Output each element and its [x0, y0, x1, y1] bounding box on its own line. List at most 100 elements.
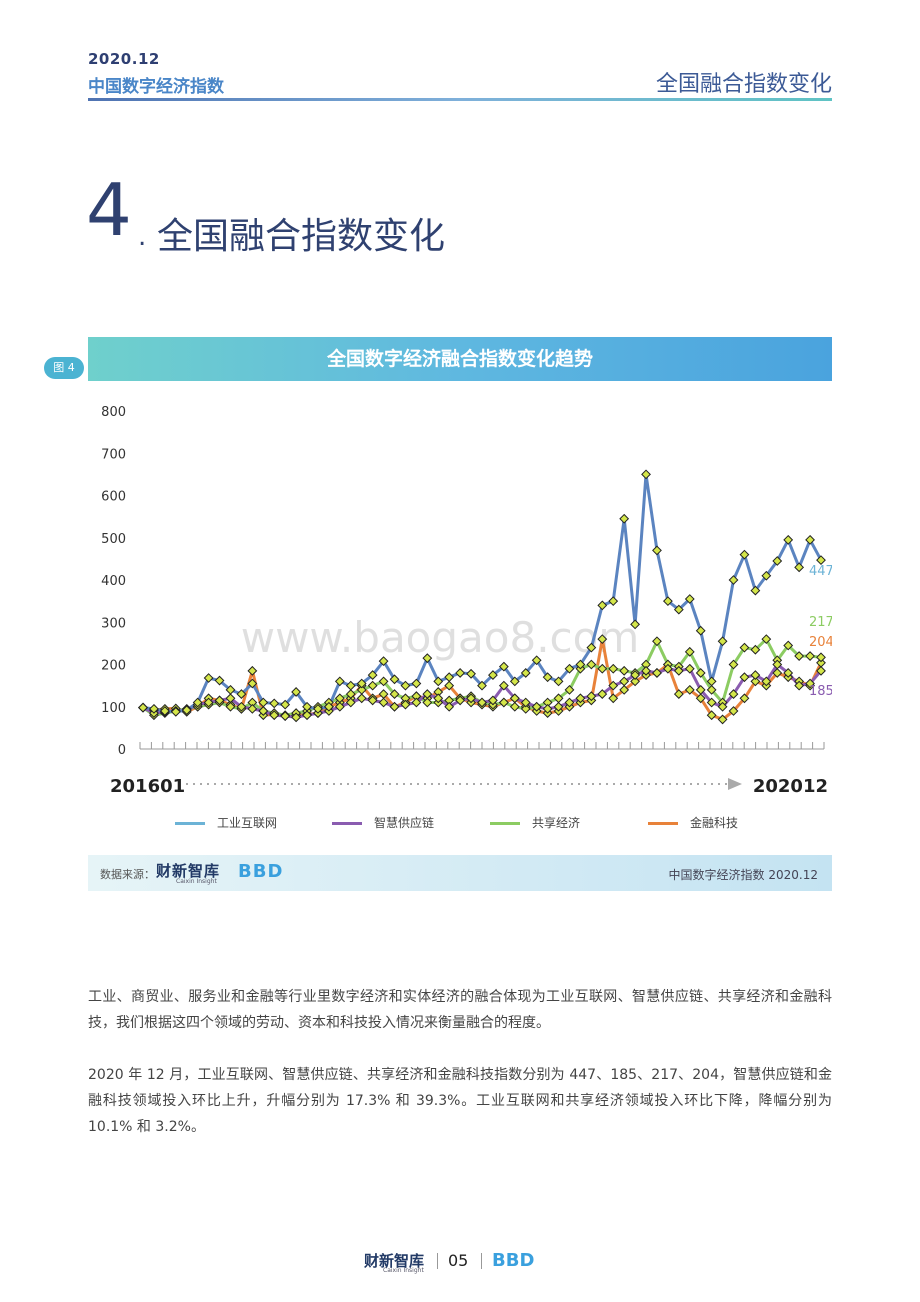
series-end-label: 447 [809, 564, 832, 579]
data-point [411, 697, 422, 708]
data-point [575, 659, 586, 670]
data-point [564, 684, 575, 695]
data-point [761, 634, 772, 645]
data-point [466, 693, 476, 704]
data-point [356, 678, 367, 689]
data-point [805, 678, 815, 689]
data-point [564, 663, 575, 674]
data-point [717, 701, 728, 712]
data-point [717, 714, 728, 725]
x-axis [139, 742, 825, 750]
footer-divider [437, 1253, 438, 1269]
y-tick-label: 0 [118, 743, 126, 758]
data-point [345, 680, 356, 691]
chart-title: 全国数字经济融合指数变化趋势 [88, 337, 832, 381]
data-point [269, 710, 280, 721]
data-point [608, 596, 619, 607]
data-point [488, 670, 498, 680]
data-point [203, 697, 214, 708]
data-point [630, 670, 641, 680]
section-number: 4 [86, 168, 132, 252]
data-point [706, 684, 717, 695]
y-tick-label: 500 [101, 532, 126, 547]
data-point [816, 555, 826, 566]
data-point [586, 642, 597, 653]
data-point [630, 619, 641, 630]
footer-bbd-logo: BBD [492, 1250, 535, 1271]
data-point [564, 697, 575, 708]
legend-label: 工业互联网 [217, 816, 278, 830]
legend-label: 共享经济 [532, 816, 581, 830]
y-tick-label: 400 [101, 574, 126, 589]
time-arrow-head [728, 778, 742, 790]
data-point [695, 625, 706, 636]
data-point [302, 710, 312, 721]
data-point [772, 556, 783, 566]
data-point [673, 689, 684, 699]
data-point [805, 651, 815, 661]
data-point [673, 665, 684, 676]
data-point [684, 646, 695, 657]
data-point [761, 570, 772, 581]
y-tick-label: 700 [101, 447, 126, 462]
data-point [138, 702, 148, 713]
header-divider [88, 98, 832, 101]
data-point [159, 706, 170, 716]
x-start-label: 201601 [110, 776, 185, 797]
data-point [498, 697, 509, 708]
data-point [597, 600, 608, 611]
data-point [389, 689, 400, 699]
data-point [772, 668, 783, 678]
data-point [345, 697, 356, 708]
data-point [641, 665, 651, 676]
data-point [444, 701, 455, 712]
data-point [389, 701, 400, 712]
data-point [258, 706, 269, 716]
legend-swatch [175, 822, 205, 825]
header-date: 2020.12 [88, 50, 160, 68]
header-section-title: 全国融合指数变化 [655, 72, 832, 97]
data-point [695, 684, 706, 695]
series-markers [138, 469, 826, 725]
data-point [225, 693, 236, 704]
data-point [783, 640, 794, 651]
data-point [794, 680, 805, 691]
data-point [444, 680, 455, 691]
data-point [706, 676, 717, 687]
data-point [280, 699, 291, 710]
data-point [498, 680, 509, 691]
data-point [181, 705, 192, 716]
data-point [684, 684, 695, 695]
data-point [356, 693, 367, 704]
data-point [313, 703, 323, 714]
data-point [739, 549, 750, 560]
data-point [214, 675, 225, 686]
data-point [706, 697, 717, 708]
data-point [783, 534, 794, 545]
figure-tag: 图 4 [44, 357, 84, 379]
legend-label: 金融科技 [690, 816, 739, 830]
data-point [608, 663, 619, 674]
data-point [291, 687, 302, 697]
data-point [673, 604, 684, 615]
data-point [575, 693, 586, 704]
data-point [684, 594, 695, 604]
data-point [608, 693, 619, 704]
data-point [455, 695, 466, 706]
line-chart: www.baogao8.com 0 100 200 300 400 500 600 700 80… [101, 405, 832, 797]
data-point [750, 670, 761, 680]
data-point [225, 701, 236, 712]
data-point [772, 659, 783, 670]
watermark: www.baogao8.com [241, 613, 640, 662]
data-point [586, 659, 597, 670]
y-axis: 0 100 200 300 400 500 600 700 800 [101, 405, 126, 758]
data-point [367, 680, 378, 691]
data-point [794, 562, 805, 573]
data-point [662, 596, 673, 607]
legend-swatch [332, 822, 362, 825]
caixin-logo-subtitle: Caixin Insight [176, 878, 217, 885]
data-point [411, 678, 422, 689]
data-point [291, 712, 302, 723]
legend-swatch [648, 822, 678, 825]
data-point [520, 697, 531, 708]
